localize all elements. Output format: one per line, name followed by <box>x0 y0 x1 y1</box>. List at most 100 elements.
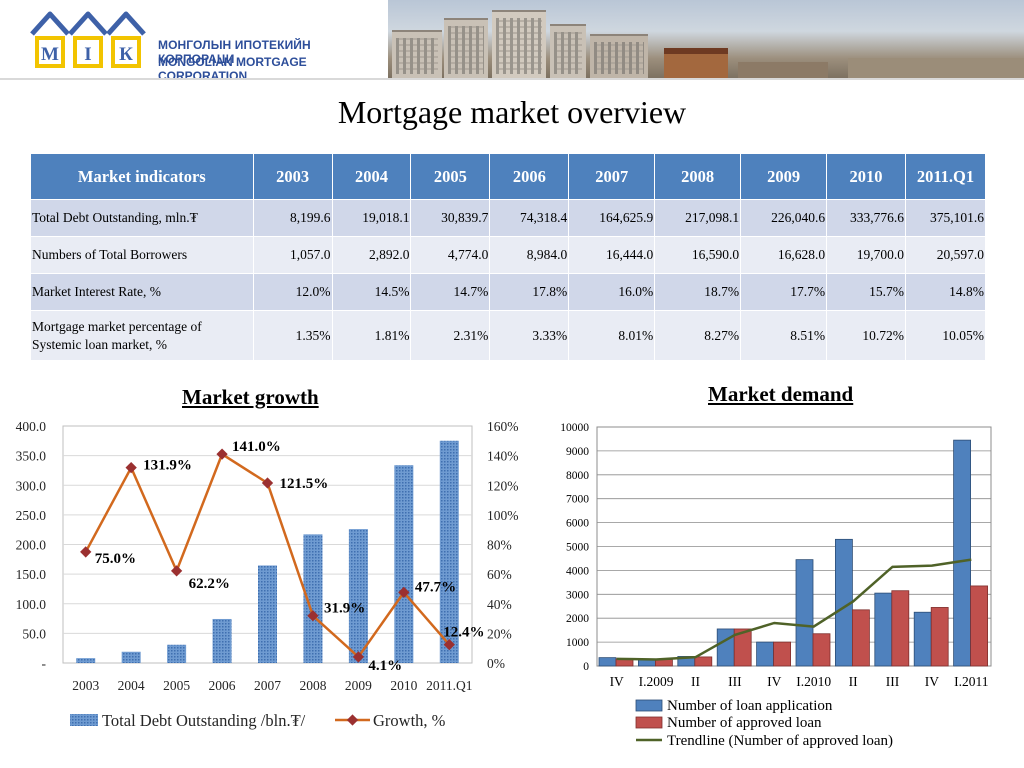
y-tick-label: 100.0 <box>16 597 47 612</box>
x-tick-label: III <box>728 674 742 689</box>
growth-data-label: 121.5% <box>280 476 329 492</box>
table-cell: 14.8% <box>905 273 986 311</box>
debt-bar <box>348 529 368 663</box>
header-photo <box>388 0 1024 78</box>
growth-marker <box>170 565 183 577</box>
table-cell: 16.0% <box>568 273 656 311</box>
table-cell: 74,318.4 <box>489 199 570 237</box>
table-header: 2006 <box>489 153 570 200</box>
y-tick-label: 300.0 <box>16 478 47 493</box>
growth-marker <box>80 546 92 558</box>
table-cell: 14.7% <box>410 273 491 311</box>
debt-bar <box>258 565 277 663</box>
approved-bar <box>812 633 831 667</box>
growth-marker <box>352 651 365 663</box>
header: М І К МОНГОЛЫН ИПОТЕКИЙН КОРПОРАЦИ MONGO… <box>0 0 1024 83</box>
table-cell: 16,444.0 <box>568 236 656 274</box>
x-tick-label: 2003 <box>72 678 99 693</box>
y-tick-label: 1000 <box>566 637 589 649</box>
approved-bar <box>930 607 949 667</box>
table-cell: 20,597.0 <box>905 236 986 274</box>
y2-tick-label: 40% <box>487 597 512 612</box>
table-header: 2003 <box>252 153 333 200</box>
y2-tick-label: 160% <box>487 419 519 434</box>
legend-label-application: Number of loan application <box>667 698 833 714</box>
table-cell: 1,057.0 <box>252 236 333 274</box>
table-cell: 375,101.6 <box>905 199 986 237</box>
legend-label-approved: Number of approved loan <box>667 715 822 731</box>
table-cell: 16,628.0 <box>740 236 828 274</box>
trendline <box>616 558 972 661</box>
logo-letter-2: І <box>84 44 91 65</box>
row-label: Market Interest Rate, % <box>30 273 254 311</box>
table-cell: 8.01% <box>568 310 656 361</box>
y-tick-label: - <box>42 656 47 671</box>
application-bar <box>913 611 932 667</box>
y-tick-label: 50.0 <box>22 626 46 641</box>
growth-data-label: 4.1% <box>368 658 402 674</box>
approved-bar <box>694 656 713 667</box>
x-tick-label: II <box>849 674 858 689</box>
y2-tick-label: 140% <box>487 449 519 464</box>
y2-tick-label: 20% <box>487 626 512 641</box>
table-cell: 333,776.6 <box>826 199 906 237</box>
table-cell: 8,199.6 <box>252 199 333 237</box>
growth-data-label: 47.7% <box>415 579 456 595</box>
approved-bar <box>851 609 870 667</box>
table-header: Market indicators <box>30 153 254 200</box>
y2-tick-label: 60% <box>487 567 512 582</box>
row-label: Total Debt Outstanding, mln.₮ <box>30 199 254 237</box>
table-cell: 18.7% <box>654 273 742 311</box>
table-header: 2008 <box>654 153 742 200</box>
legend-label-debt: Total Debt Outstanding /bln.₮/ <box>102 711 306 730</box>
debt-bar <box>167 644 187 663</box>
table-header: 2004 <box>331 153 412 200</box>
y-tick-label: 7000 <box>566 494 589 506</box>
org-name-mongolian: МОНГОЛЫН ИПОТЕКИЙН КОРПОРАЦИ <box>158 38 311 66</box>
x-tick-label: 2008 <box>299 678 326 693</box>
y-tick-label: 250.0 <box>16 508 47 523</box>
debt-bar <box>121 651 141 663</box>
x-tick-label: II <box>691 674 700 689</box>
approved-bar <box>970 585 989 667</box>
table-cell: 8.51% <box>740 310 828 361</box>
header-divider <box>0 78 1024 80</box>
y-tick-label: 350.0 <box>16 449 47 464</box>
y-tick-label: 10000 <box>560 422 589 434</box>
y-tick-label: 0 <box>583 661 589 673</box>
x-tick-label: 2010 <box>390 678 417 693</box>
table-header: 2009 <box>740 153 828 200</box>
table-cell: 3.33% <box>489 310 570 361</box>
table-header: 2010 <box>826 153 906 200</box>
approved-bar <box>891 590 910 667</box>
table-cell: 8.27% <box>654 310 742 361</box>
x-tick-label: 2006 <box>209 678 236 693</box>
growth-data-label: 131.9% <box>143 458 192 474</box>
table-cell: 226,040.6 <box>740 199 828 237</box>
growth-marker <box>443 638 455 651</box>
market-growth-chart: - 50.0 100.0 150.0 200.0 250.0 300.0 350.0 400.0… <box>16 419 519 730</box>
x-tick-label: 2007 <box>254 678 281 693</box>
table-cell: 2.31% <box>410 310 491 361</box>
table-cell: 10.72% <box>826 310 906 361</box>
y2-tick-label: 100% <box>487 508 519 523</box>
application-bar <box>953 439 972 667</box>
table-cell: 30,839.7 <box>410 199 491 237</box>
y2-tick-label: 80% <box>487 538 512 553</box>
growth-data-label: 141.0% <box>232 439 281 455</box>
row-label: Mortgage market percentage of Systemic l… <box>30 310 254 361</box>
debt-bar <box>303 534 323 663</box>
legend-swatch-application <box>635 699 663 712</box>
debt-bar <box>212 618 232 663</box>
table-header-row: Market indicators 2003 2004 2005 2006 20… <box>30 153 986 200</box>
table-cell: 164,625.9 <box>568 199 656 237</box>
table-header: 2005 <box>410 153 491 200</box>
y-tick-label: 400.0 <box>16 419 47 434</box>
market-demand-chart: 0 1000 2000 3000 4000 5000 6000 7000 8000 9000 100… <box>560 422 992 749</box>
table-cell: 1.35% <box>252 310 333 361</box>
debt-bar <box>76 658 96 663</box>
table-cell: 19,018.1 <box>331 199 412 237</box>
debt-bar <box>394 465 414 663</box>
legend-label-growth: Growth, % <box>373 711 446 730</box>
x-tick-label: I.2010 <box>796 674 831 689</box>
